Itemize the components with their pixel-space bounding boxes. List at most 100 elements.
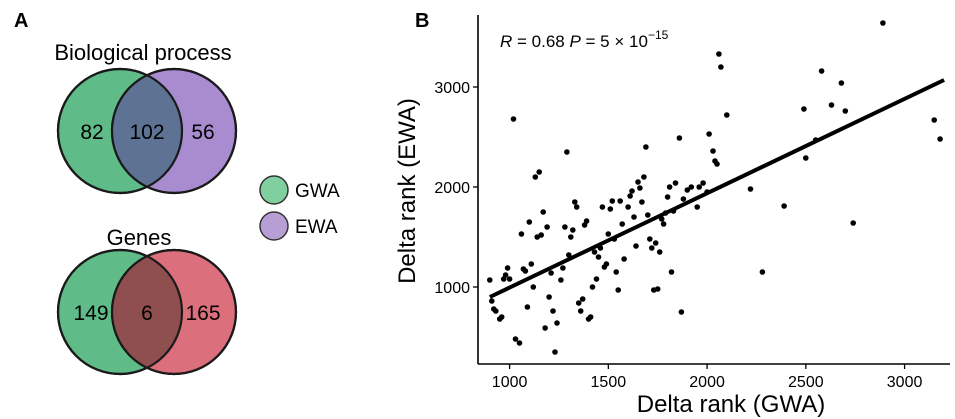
scatter-point <box>801 106 807 112</box>
scatter-point <box>613 269 619 275</box>
venn-top-overlap-count: 102 <box>129 121 164 144</box>
y-tick-label: 2000 <box>434 180 470 197</box>
scatter-point <box>700 180 706 186</box>
scatter-point <box>931 117 937 123</box>
venn-bottom-right-count: 165 <box>185 302 220 325</box>
scatter-point <box>570 227 576 233</box>
scatter-point <box>530 284 537 290</box>
scatter-point <box>619 221 625 227</box>
scatter-point <box>579 296 586 302</box>
scatter-point <box>631 214 637 220</box>
scatter-point <box>716 51 722 57</box>
r-symbol: R <box>500 32 512 51</box>
scatter-point <box>544 224 550 230</box>
scatter-point <box>621 256 627 262</box>
scatter-point <box>575 300 582 306</box>
scatter-point <box>558 277 564 283</box>
scatter-point <box>747 186 754 192</box>
scatter-point <box>540 209 546 215</box>
scatter-point <box>603 261 610 267</box>
venn-legend: GWA EWA <box>259 175 340 241</box>
scatter-point <box>593 276 600 282</box>
scatter-point <box>625 204 631 210</box>
scatter-point <box>528 261 535 267</box>
venn-top: 82 102 56 <box>56 67 238 195</box>
scatter-point <box>542 325 548 331</box>
scatter-point <box>573 204 580 210</box>
scatter-point <box>718 64 724 70</box>
scatter-point <box>656 249 663 255</box>
scatter-point <box>538 232 544 238</box>
scatter-point <box>609 198 616 204</box>
scatter-point <box>724 112 730 118</box>
scatter-point <box>696 184 702 190</box>
scatter-point <box>643 144 649 150</box>
scatter-point <box>564 149 570 155</box>
scatter-point <box>666 184 673 190</box>
x-tick-label: 2500 <box>788 374 824 391</box>
scatter-point <box>516 340 523 346</box>
scatter-point <box>577 308 584 314</box>
p-value: = 5 × 10 <box>581 32 648 51</box>
scatter-point <box>568 234 574 240</box>
scatter-point <box>591 249 598 255</box>
panel-b-label: B <box>415 10 429 32</box>
scatter-point <box>548 270 554 276</box>
venn-bottom-overlap <box>112 256 182 368</box>
scatter-point <box>668 269 675 275</box>
scatter-point <box>502 272 509 278</box>
scatter-point <box>678 309 685 315</box>
scatter-point <box>649 245 655 251</box>
scatter-point <box>635 179 641 185</box>
scatter-point <box>607 206 614 212</box>
scatter-point <box>688 184 695 190</box>
scatter-point <box>645 212 651 218</box>
scatter-point <box>510 116 517 122</box>
x-tick-label: 1000 <box>492 374 528 391</box>
scatter-point <box>605 231 612 237</box>
x-tick-label: 1500 <box>591 374 627 391</box>
r-value: = 0.68 <box>512 32 569 51</box>
scatter-point <box>652 240 659 246</box>
legend-ewa-label: EWA <box>295 217 338 238</box>
scatter-point <box>550 308 556 314</box>
scatter-point <box>633 243 639 249</box>
scatter-point <box>660 221 667 227</box>
y-tick-label: 3000 <box>434 80 470 97</box>
scatter-point <box>654 286 661 292</box>
scatter-point <box>680 196 687 202</box>
panel-a-label: A <box>14 10 28 32</box>
scatter-point <box>637 185 643 191</box>
scatter-point <box>842 108 849 114</box>
scatter-point <box>583 218 590 224</box>
venn-top-overlap <box>112 75 182 187</box>
scatter-point <box>572 199 578 205</box>
scatter-point <box>838 80 845 86</box>
scatter-point <box>599 204 606 210</box>
scatter-point <box>512 336 519 342</box>
scatter-point <box>781 203 787 209</box>
scatter-point <box>487 277 493 283</box>
scatter-point <box>552 349 558 355</box>
scatter-point <box>937 136 943 142</box>
scatter-point <box>587 314 594 320</box>
scatter-point <box>615 287 621 293</box>
x-axis-label: Delta rank (GWA) <box>637 391 825 418</box>
scatter-point <box>676 135 683 141</box>
scatter-point <box>672 180 679 186</box>
scatter-point <box>560 265 566 271</box>
scatter-point <box>850 220 856 226</box>
x-tick-label: 2000 <box>689 374 725 391</box>
scatter-point <box>710 148 716 154</box>
venn-bottom-left-count: 149 <box>73 302 108 325</box>
scatter-point <box>595 254 602 260</box>
scatter-point <box>532 174 539 180</box>
p-symbol: P <box>569 32 581 51</box>
scatter-point <box>706 131 712 137</box>
legend-gwa-label: GWA <box>295 181 340 202</box>
regression-line <box>488 78 945 299</box>
scatter-point <box>684 187 691 193</box>
scatter-point <box>554 320 560 326</box>
scatter-point <box>522 268 529 274</box>
